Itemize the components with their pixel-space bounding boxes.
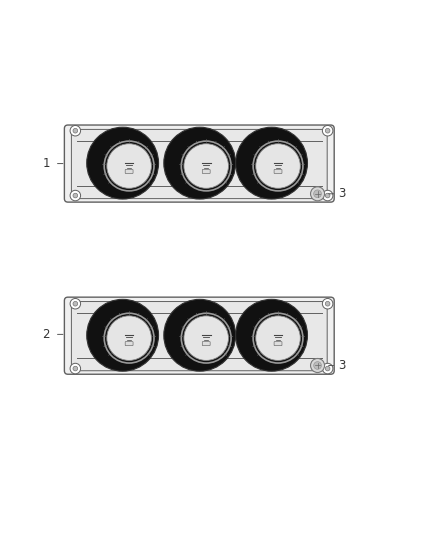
Circle shape <box>164 127 236 199</box>
FancyBboxPatch shape <box>71 302 327 371</box>
FancyBboxPatch shape <box>274 169 282 173</box>
FancyBboxPatch shape <box>274 342 282 345</box>
Circle shape <box>311 359 325 373</box>
Circle shape <box>314 361 321 369</box>
FancyBboxPatch shape <box>125 342 133 345</box>
Circle shape <box>184 144 229 188</box>
Circle shape <box>73 366 78 371</box>
Text: 3: 3 <box>338 187 345 200</box>
Circle shape <box>70 298 81 309</box>
Circle shape <box>256 316 300 360</box>
Circle shape <box>87 127 159 199</box>
Circle shape <box>107 316 152 360</box>
Circle shape <box>322 298 333 309</box>
Circle shape <box>322 364 333 374</box>
Circle shape <box>256 144 300 188</box>
Circle shape <box>325 193 330 198</box>
Text: 3: 3 <box>338 359 345 372</box>
Circle shape <box>236 300 307 371</box>
Circle shape <box>236 127 307 199</box>
Circle shape <box>73 128 78 133</box>
Circle shape <box>164 300 236 371</box>
Circle shape <box>70 125 81 136</box>
FancyBboxPatch shape <box>125 169 133 173</box>
Circle shape <box>70 190 81 201</box>
Circle shape <box>73 193 78 198</box>
FancyBboxPatch shape <box>64 125 334 202</box>
FancyBboxPatch shape <box>202 169 210 173</box>
Circle shape <box>73 301 78 306</box>
Circle shape <box>325 301 330 306</box>
Circle shape <box>107 144 152 188</box>
Circle shape <box>314 190 321 198</box>
Circle shape <box>325 366 330 371</box>
Circle shape <box>87 300 159 371</box>
Circle shape <box>184 316 229 360</box>
Text: 1: 1 <box>42 157 50 170</box>
Circle shape <box>70 364 81 374</box>
FancyBboxPatch shape <box>71 130 327 199</box>
Circle shape <box>322 125 333 136</box>
FancyBboxPatch shape <box>64 297 334 374</box>
FancyBboxPatch shape <box>202 342 210 345</box>
Circle shape <box>325 128 330 133</box>
Circle shape <box>311 187 325 201</box>
Circle shape <box>322 190 333 201</box>
Text: 2: 2 <box>42 328 50 341</box>
